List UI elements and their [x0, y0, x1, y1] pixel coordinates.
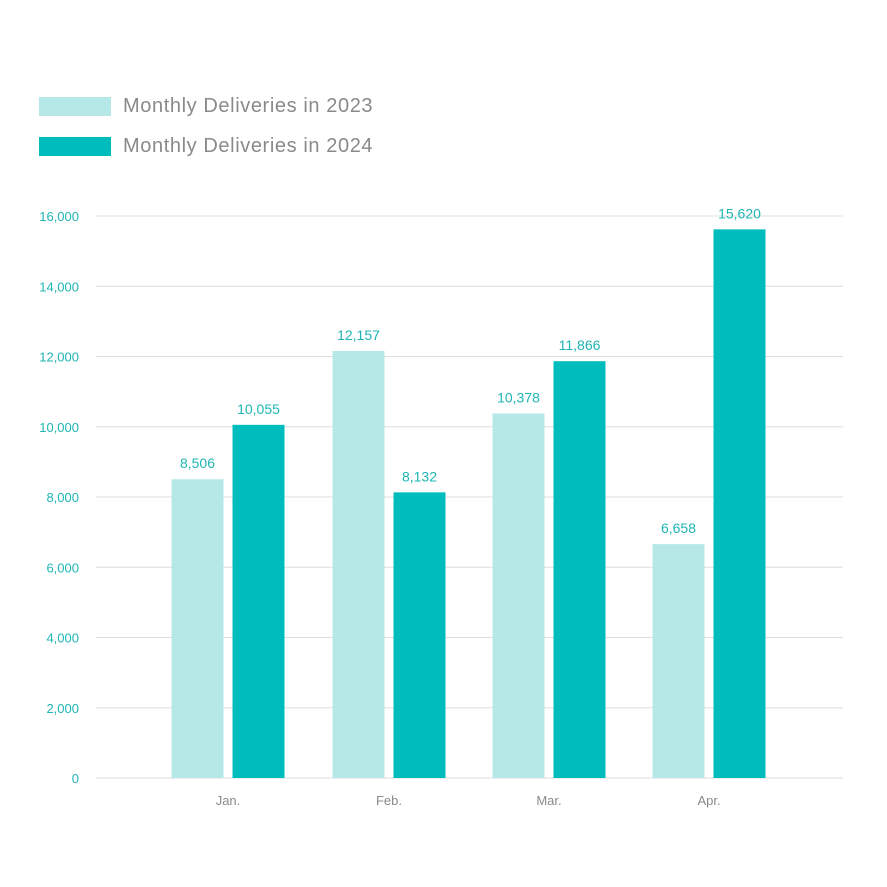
y-tick-label: 0 — [72, 771, 79, 786]
data-label: 8,506 — [180, 455, 215, 471]
x-category-label: Mar. — [536, 793, 561, 808]
y-axis: 0 2,000 4,000 6,000 8,000 10,000 12,000 14,000 1… — [39, 209, 79, 786]
data-label: 8,132 — [402, 468, 437, 484]
bar-2023-apr — [652, 544, 705, 778]
data-label: 10,378 — [497, 389, 540, 405]
bar-2024-feb — [393, 492, 446, 778]
x-category-label: Feb. — [376, 793, 402, 808]
data-label: 15,620 — [718, 205, 761, 221]
bar-2023-feb — [332, 350, 385, 778]
y-tick-label: 14,000 — [39, 279, 79, 294]
y-tick-label: 6,000 — [46, 560, 79, 575]
data-label: 6,658 — [661, 520, 696, 536]
y-tick-label: 10,000 — [39, 420, 79, 435]
data-label: 10,055 — [237, 401, 280, 417]
legend-item-2024: Monthly Deliveries in 2024 — [39, 126, 373, 166]
x-category-label: Apr. — [697, 793, 720, 808]
bar-2023-jan — [171, 479, 224, 778]
data-label: 11,866 — [559, 337, 601, 353]
legend-item-2023: Monthly Deliveries in 2023 — [39, 86, 373, 126]
x-axis: Jan. Feb. Mar. Apr. — [216, 793, 721, 808]
bar-2024-jan — [232, 424, 285, 778]
legend-swatch-2024 — [39, 136, 111, 156]
legend: Monthly Deliveries in 2023 Monthly Deliv… — [39, 86, 373, 166]
y-tick-label: 16,000 — [39, 209, 79, 224]
data-labels: 8,506 10,055 12,157 8,132 10,378 11,866 6,658 1… — [180, 205, 761, 536]
bars — [171, 229, 766, 778]
legend-label-2023: Monthly Deliveries in 2023 — [123, 94, 374, 117]
legend-swatch-2023 — [39, 96, 111, 116]
bar-2024-mar — [553, 361, 606, 778]
y-tick-label: 8,000 — [46, 490, 79, 505]
y-tick-label: 12,000 — [39, 350, 79, 365]
bar-2023-mar — [492, 413, 545, 778]
data-label: 12,157 — [337, 327, 380, 343]
y-tick-label: 4,000 — [46, 631, 79, 646]
y-tick-label: 2,000 — [46, 701, 79, 716]
legend-label-2024: Monthly Deliveries in 2024 — [123, 134, 374, 157]
bar-2024-apr — [713, 229, 766, 778]
x-category-label: Jan. — [216, 793, 241, 808]
